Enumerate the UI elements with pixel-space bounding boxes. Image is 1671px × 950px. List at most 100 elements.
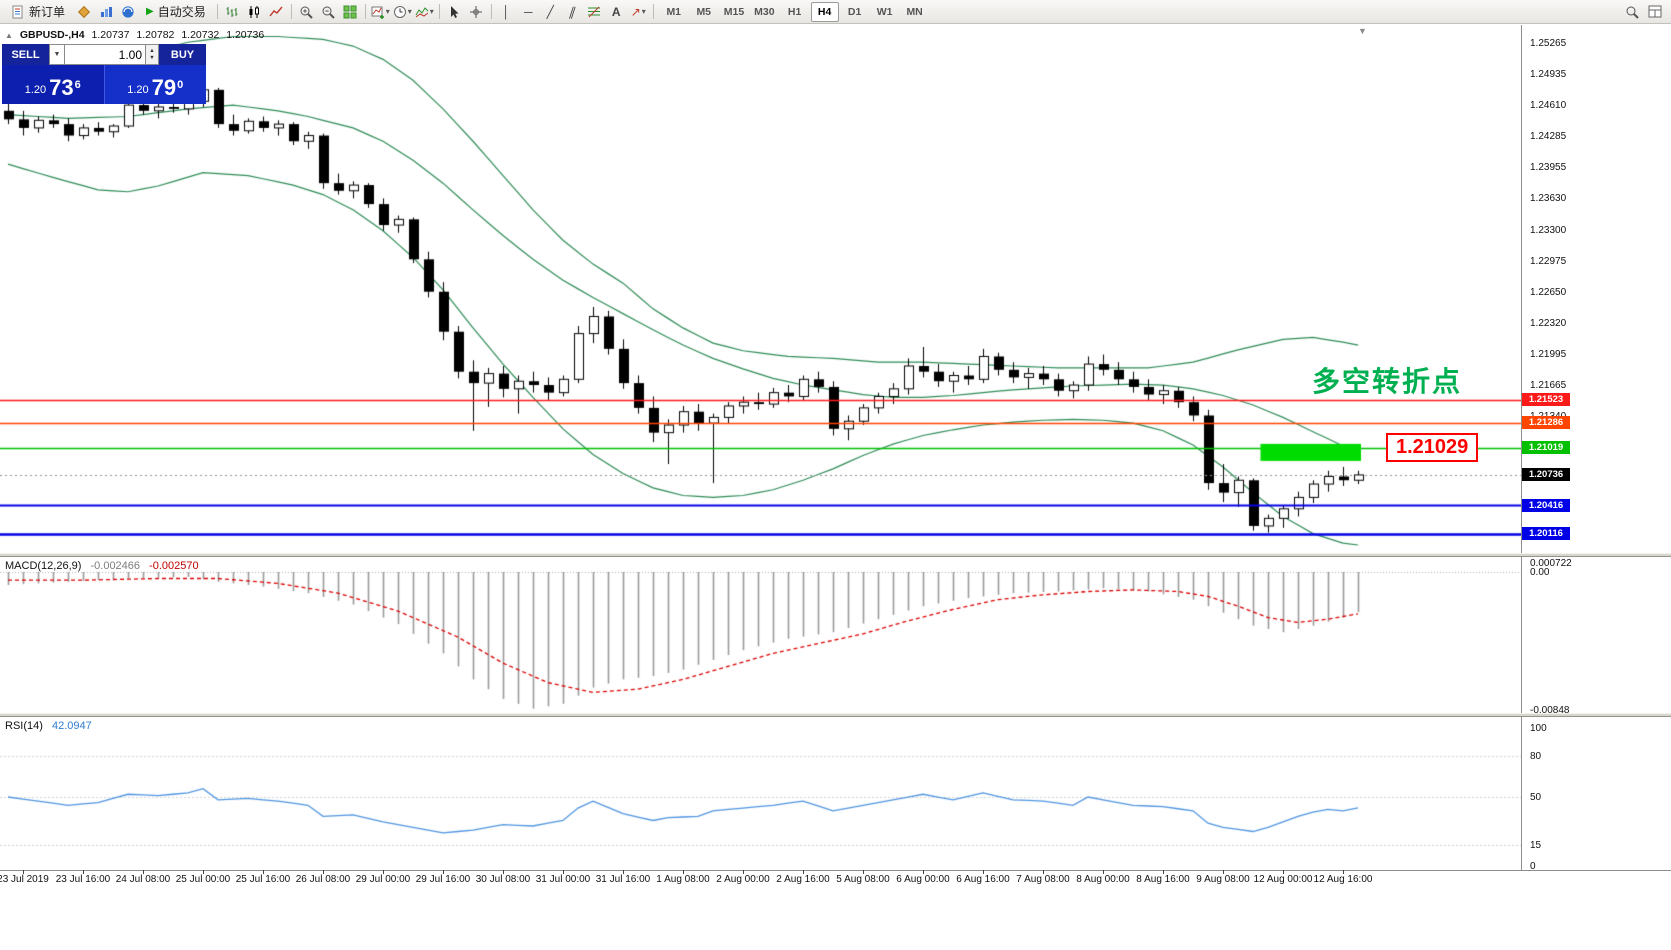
main-chart-canvas[interactable]	[0, 25, 1522, 557]
panel-separator[interactable]	[0, 713, 1671, 717]
time-axis-label: 23 Jul 2019	[0, 874, 49, 885]
time-axis-label: 24 Jul 08:00	[115, 874, 171, 885]
period-button-m30[interactable]: M30	[754, 5, 775, 18]
rsi-axis-label: 50	[1530, 792, 1542, 804]
trendline-icon[interactable]: ╱	[546, 4, 554, 19]
buy-button[interactable]: 1.20 79 0	[104, 65, 206, 104]
zoom-in-icon[interactable]	[296, 2, 317, 22]
new-order-button[interactable]: 新订单	[4, 2, 72, 22]
sell-button[interactable]: 1.20 73 6	[2, 65, 105, 104]
time-axis-label: 2 Aug 00:00	[716, 874, 770, 885]
sell-price-prefix: 1.20	[24, 84, 47, 96]
time-axis-tick	[263, 870, 264, 874]
period-button-m15[interactable]: M15	[723, 5, 745, 18]
line-chart-icon[interactable]	[266, 2, 287, 22]
toolbar-separator	[290, 4, 292, 19]
period-button-h1[interactable]: H1	[787, 5, 802, 18]
rsi-label: RSI(14)	[5, 720, 43, 732]
zoom-out-icon[interactable]	[318, 2, 339, 22]
macd-panel-canvas[interactable]	[0, 557, 1522, 717]
rsi-axis-label: 80	[1530, 750, 1542, 762]
volume-stepper[interactable]: ▲ ▼	[146, 44, 159, 65]
time-axis-label: 31 Jul 00:00	[535, 874, 591, 885]
time-axis-tick	[23, 870, 24, 874]
price-tick-label: 1.24285	[1530, 130, 1567, 142]
time-axis-tick	[683, 870, 684, 874]
cursor-icon[interactable]	[444, 2, 465, 22]
toolbar: 新订单 ▶ 自动交易	[0, 0, 1671, 24]
volume-dropdown-button[interactable]: ▼	[49, 44, 65, 65]
sell-price-pip: 6	[74, 79, 81, 91]
tile-windows-icon[interactable]	[340, 2, 361, 22]
price-badge: 1.20116	[1522, 527, 1570, 541]
time-axis-label: 31 Jul 16:00	[595, 874, 651, 885]
price-badge: 1.21286	[1522, 416, 1570, 430]
horizontal-line-icon[interactable]: ─	[523, 4, 533, 19]
time-axis-label: 5 Aug 08:00	[836, 874, 890, 885]
panel-separator[interactable]	[0, 553, 1671, 557]
turning-point-annotation[interactable]: 多空转折点	[1312, 366, 1463, 397]
time-axis-tick	[1103, 870, 1104, 874]
time-axis-tick	[1043, 870, 1044, 874]
mql5-market-icon[interactable]	[73, 2, 94, 22]
community-icon[interactable]	[117, 2, 138, 22]
layout-icon[interactable]	[1644, 2, 1665, 22]
symbol-header: ▲ GBPUSD-,H4 1.20737 1.20782 1.20732 1.2…	[5, 29, 268, 41]
period-button-m5[interactable]: M5	[696, 5, 712, 18]
candlestick-chart-icon[interactable]	[244, 2, 265, 22]
time-axis-label: 9 Aug 08:00	[1196, 874, 1250, 885]
period-button-h4[interactable]: H4	[810, 1, 839, 22]
zone-price-label[interactable]: 1.21029	[1386, 433, 1479, 462]
rsi-panel-canvas[interactable]	[0, 717, 1522, 870]
buy-tab-label: BUY	[159, 44, 206, 65]
play-icon: ▶	[146, 6, 154, 17]
time-axis-label: 8 Aug 00:00	[1076, 874, 1130, 885]
equidistant-channel-icon[interactable]: ∥	[566, 4, 578, 19]
toolbar-right-group	[1621, 2, 1665, 22]
search-icon[interactable]	[1621, 2, 1642, 22]
time-axis-tick	[83, 870, 84, 874]
price-badge: 1.21523	[1522, 393, 1570, 407]
chart-period-button[interactable]: ▾	[392, 2, 413, 22]
time-axis-tick	[743, 870, 744, 874]
volume-input[interactable]	[65, 44, 146, 65]
chart-window-icon[interactable]	[95, 2, 116, 22]
chart-shift-marker[interactable]: ▼	[1358, 26, 1367, 36]
macd-header: MACD(12,26,9) -0.002466 -0.002570	[5, 560, 199, 572]
symbol-name: GBPUSD-,H4	[19, 29, 85, 41]
fibonacci-icon[interactable]	[584, 2, 605, 22]
macd-axis-label: 0.000722	[1530, 558, 1572, 569]
indicators-button[interactable]: ▾	[414, 2, 435, 22]
autotrading-button[interactable]: ▶ 自动交易	[139, 2, 213, 22]
chevron-down-icon: ▾	[407, 7, 412, 16]
bar-high: 1.20782	[136, 29, 175, 41]
period-button-mn[interactable]: MN	[906, 5, 923, 18]
text-label-icon[interactable]: A	[611, 4, 621, 19]
time-axis-tick	[443, 870, 444, 874]
period-button-m1[interactable]: M1	[666, 5, 682, 18]
time-axis-label: 2 Aug 16:00	[776, 874, 830, 885]
arrow-objects-icon[interactable]: ↗ ▾	[628, 2, 649, 22]
time-axis-tick	[863, 870, 864, 874]
time-axis-label: 25 Jul 00:00	[175, 874, 231, 885]
price-tick-label: 1.21995	[1530, 349, 1567, 361]
crosshair-icon[interactable]	[466, 2, 487, 22]
time-axis-tick	[923, 870, 924, 874]
period-button-d1[interactable]: D1	[847, 5, 862, 18]
time-axis-tick	[1343, 870, 1344, 874]
time-axis-tick	[803, 870, 804, 874]
buy-price-big: 79	[151, 75, 177, 100]
rsi-value: 42.0947	[51, 720, 92, 732]
period-button-w1[interactable]: W1	[876, 5, 893, 18]
time-axis-label: 6 Aug 16:00	[956, 874, 1010, 885]
price-tick-label: 1.22650	[1530, 286, 1567, 298]
time-axis-tick	[983, 870, 984, 874]
bar-chart-icon[interactable]	[222, 2, 243, 22]
new-chart-button[interactable]: ▾	[370, 2, 391, 22]
toolbar-separator	[490, 4, 492, 19]
time-axis-tick	[1163, 870, 1164, 874]
bar-low: 1.20732	[181, 29, 220, 41]
vertical-line-icon[interactable]: │	[502, 4, 510, 19]
time-axis-tick	[563, 870, 564, 874]
price-tick-label: 1.22975	[1530, 255, 1567, 267]
